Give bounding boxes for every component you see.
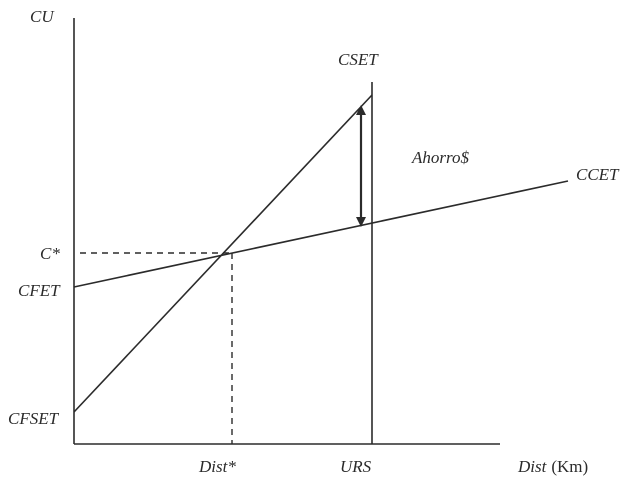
- diststar-label: Dist*: [198, 457, 236, 476]
- cfset-label: CFSET: [8, 409, 60, 428]
- urs-label: URS: [340, 457, 372, 476]
- ccet-line: [73, 180, 569, 288]
- y-axis-label: CU: [30, 7, 55, 26]
- cset-label: CSET: [338, 50, 379, 69]
- x-axis-unit: (Km): [551, 457, 588, 476]
- ccet-label: CCET: [576, 165, 620, 184]
- x-axis-label: Dist (Km): [517, 457, 588, 476]
- cfet-label: CFET: [18, 281, 61, 300]
- savings-label: Ahorro$: [411, 148, 469, 167]
- x-axis-name: Dist: [517, 457, 548, 476]
- cstar-label: C*: [40, 244, 60, 263]
